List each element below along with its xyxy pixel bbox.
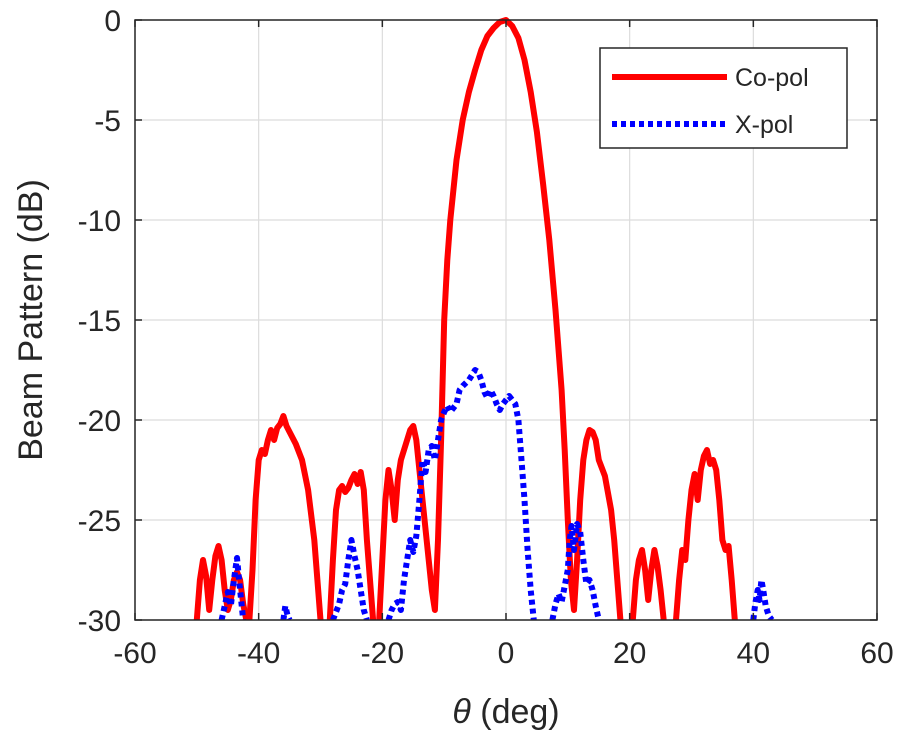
x-tick-label: -60 xyxy=(113,637,156,670)
y-axis-title: Beam Pattern (dB) xyxy=(12,179,50,461)
legend: Co-pol X-pol xyxy=(599,47,848,149)
series-line-x-pol xyxy=(218,555,247,620)
y-tick-label: -30 xyxy=(78,605,121,638)
series-line-x-pol xyxy=(750,577,775,620)
y-tick-label: -5 xyxy=(94,105,121,138)
series-line-x-pol xyxy=(330,537,370,620)
x-tick-label: 0 xyxy=(498,637,515,670)
y-tick-label: -20 xyxy=(78,405,121,438)
series-line-co-pol xyxy=(673,447,738,620)
legend-label-co-pol: Co-pol xyxy=(735,64,809,92)
series-line-co-pol xyxy=(629,547,667,620)
y-tick-label: -10 xyxy=(78,205,121,238)
y-tick-label: 0 xyxy=(104,5,121,38)
axes: -60 -40 -20 0 20 40 60 0 -5 -10 -15 -20 -25 -30 xyxy=(78,5,894,670)
legend-label-x-pol: X-pol xyxy=(735,111,793,139)
x-tick-label: -20 xyxy=(361,637,404,670)
x-tick-label: 40 xyxy=(737,637,770,670)
x-axis-title: θ (deg) xyxy=(452,693,559,731)
legend-box xyxy=(599,47,848,149)
y-tick-label: -15 xyxy=(78,305,121,338)
series-line-co-pol xyxy=(376,17,624,620)
series-line-x-pol xyxy=(549,521,602,620)
y-tick-label: -25 xyxy=(78,505,121,538)
x-axis-title-symbol: θ xyxy=(452,693,471,731)
plot-area xyxy=(193,17,775,620)
series-line-co-pol xyxy=(326,469,377,620)
series-line-x-pol xyxy=(280,603,293,620)
x-tick-label: -40 xyxy=(237,637,280,670)
series-line-co-pol xyxy=(246,413,324,620)
x-tick-label: 20 xyxy=(613,637,646,670)
x-tick-label: 60 xyxy=(860,637,893,670)
series-line-x-pol xyxy=(385,367,537,620)
x-axis-title-unit: (deg) xyxy=(471,693,560,731)
